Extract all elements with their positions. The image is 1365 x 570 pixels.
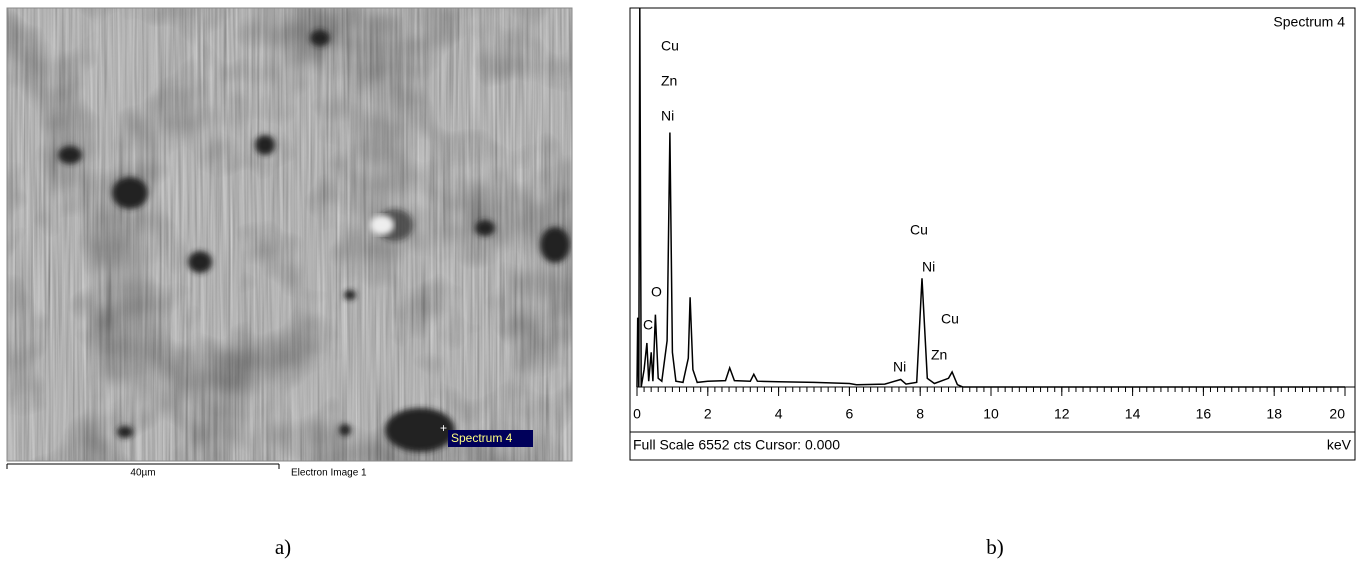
- peak-label: Zn: [931, 347, 947, 363]
- footer: Full Scale 6552 cts Cursor: 0.000: [633, 437, 840, 453]
- marker-cross: +: [440, 421, 447, 435]
- x-tick-label: 20: [1329, 406, 1345, 422]
- image-label: Electron Image 1: [291, 468, 367, 479]
- x-tick-label: 12: [1054, 406, 1070, 422]
- chart-frame: [629, 7, 1356, 461]
- peak-label: C: [643, 317, 653, 333]
- x-tick-label: 4: [775, 406, 783, 422]
- spectrum-line: [636, 7, 1345, 388]
- x-tick-label: 14: [1125, 406, 1141, 422]
- x-axis-label: keV: [1327, 437, 1352, 453]
- image-shading: [7, 8, 572, 461]
- x-tick-label: 18: [1266, 406, 1282, 422]
- x-tick-label: 16: [1196, 406, 1212, 422]
- peak-label: Cu: [661, 38, 679, 54]
- peak-label: Ni: [922, 259, 935, 275]
- x-tick-label: 2: [704, 406, 712, 422]
- sem-image: + Spectrum 4: [7, 8, 572, 461]
- chart-title: Spectrum 4: [1273, 14, 1345, 30]
- pits: [58, 30, 570, 452]
- scale-bar-label: 40µm: [130, 468, 155, 479]
- peak-label: Cu: [910, 222, 928, 238]
- peak-label: Ni: [893, 359, 906, 375]
- image-frame: [6, 7, 573, 462]
- peak-label: Zn: [661, 73, 677, 89]
- marker-box: [448, 430, 533, 447]
- x-tick-label: 8: [916, 406, 924, 422]
- x-tick-label: 10: [983, 406, 999, 422]
- particle: [370, 215, 394, 235]
- peak-label: Ni: [661, 108, 674, 124]
- marker-label: Spectrum 4: [451, 431, 513, 445]
- caption: b): [986, 535, 1004, 559]
- spectrum-chart: Spectrum 4 keV Full Scale 6552 cts Curso…: [629, 7, 1356, 461]
- caption: a): [275, 535, 291, 559]
- peak-label: O: [651, 284, 662, 300]
- peak-label: Cu: [941, 311, 959, 327]
- x-tick-label: 6: [846, 406, 854, 422]
- x-tick-label: 0: [633, 406, 641, 422]
